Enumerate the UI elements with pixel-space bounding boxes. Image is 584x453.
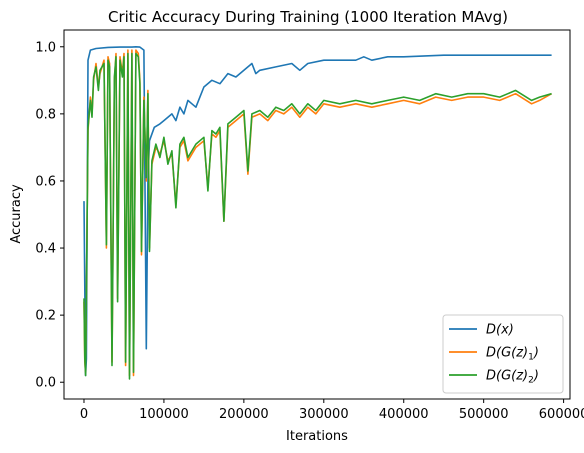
legend: D(x) D(G(z)1) D(G(z)2) [442, 314, 564, 394]
legend-label-dx: D(x) [486, 323, 514, 338]
plot-area [63, 29, 571, 400]
chart-title: Critic Accuracy During Training (1000 It… [108, 8, 508, 26]
x-axis-title: Iterations [286, 429, 348, 444]
x-tick-label: 200000 [219, 407, 269, 422]
plot-frame [63, 29, 571, 400]
x-tick-label: 300000 [299, 407, 349, 422]
legend-box [442, 314, 564, 394]
legend-label-dgz1: D(G(z)1) [486, 346, 539, 363]
y-tick-label: 0.2 [35, 309, 56, 324]
series-layer [83, 45, 552, 380]
y-tick-label: 1.0 [35, 40, 56, 55]
y-axis-title: Accuracy [9, 184, 24, 244]
y-axis: 0.0 0.2 0.4 0.6 0.8 1.0 [35, 40, 64, 391]
y-tick-label: 0.4 [35, 242, 56, 257]
y-tick-label: 0.0 [35, 376, 56, 391]
series-line-dx [83, 45, 552, 377]
x-tick-label: 600000 [539, 407, 584, 422]
x-tick-label: 100000 [139, 407, 189, 422]
y-tick-label: 0.6 [35, 174, 56, 189]
legend-label-dgz2: D(G(z)2) [486, 369, 539, 386]
x-axis: 0 100000 200000 300000 400000 500000 600000 [80, 399, 584, 422]
x-tick-label: 500000 [459, 407, 509, 422]
series-line-dgz2 [83, 52, 552, 380]
y-tick-label: 0.8 [35, 107, 56, 122]
x-tick-label: 400000 [379, 407, 429, 422]
x-tick-label: 0 [80, 407, 88, 422]
